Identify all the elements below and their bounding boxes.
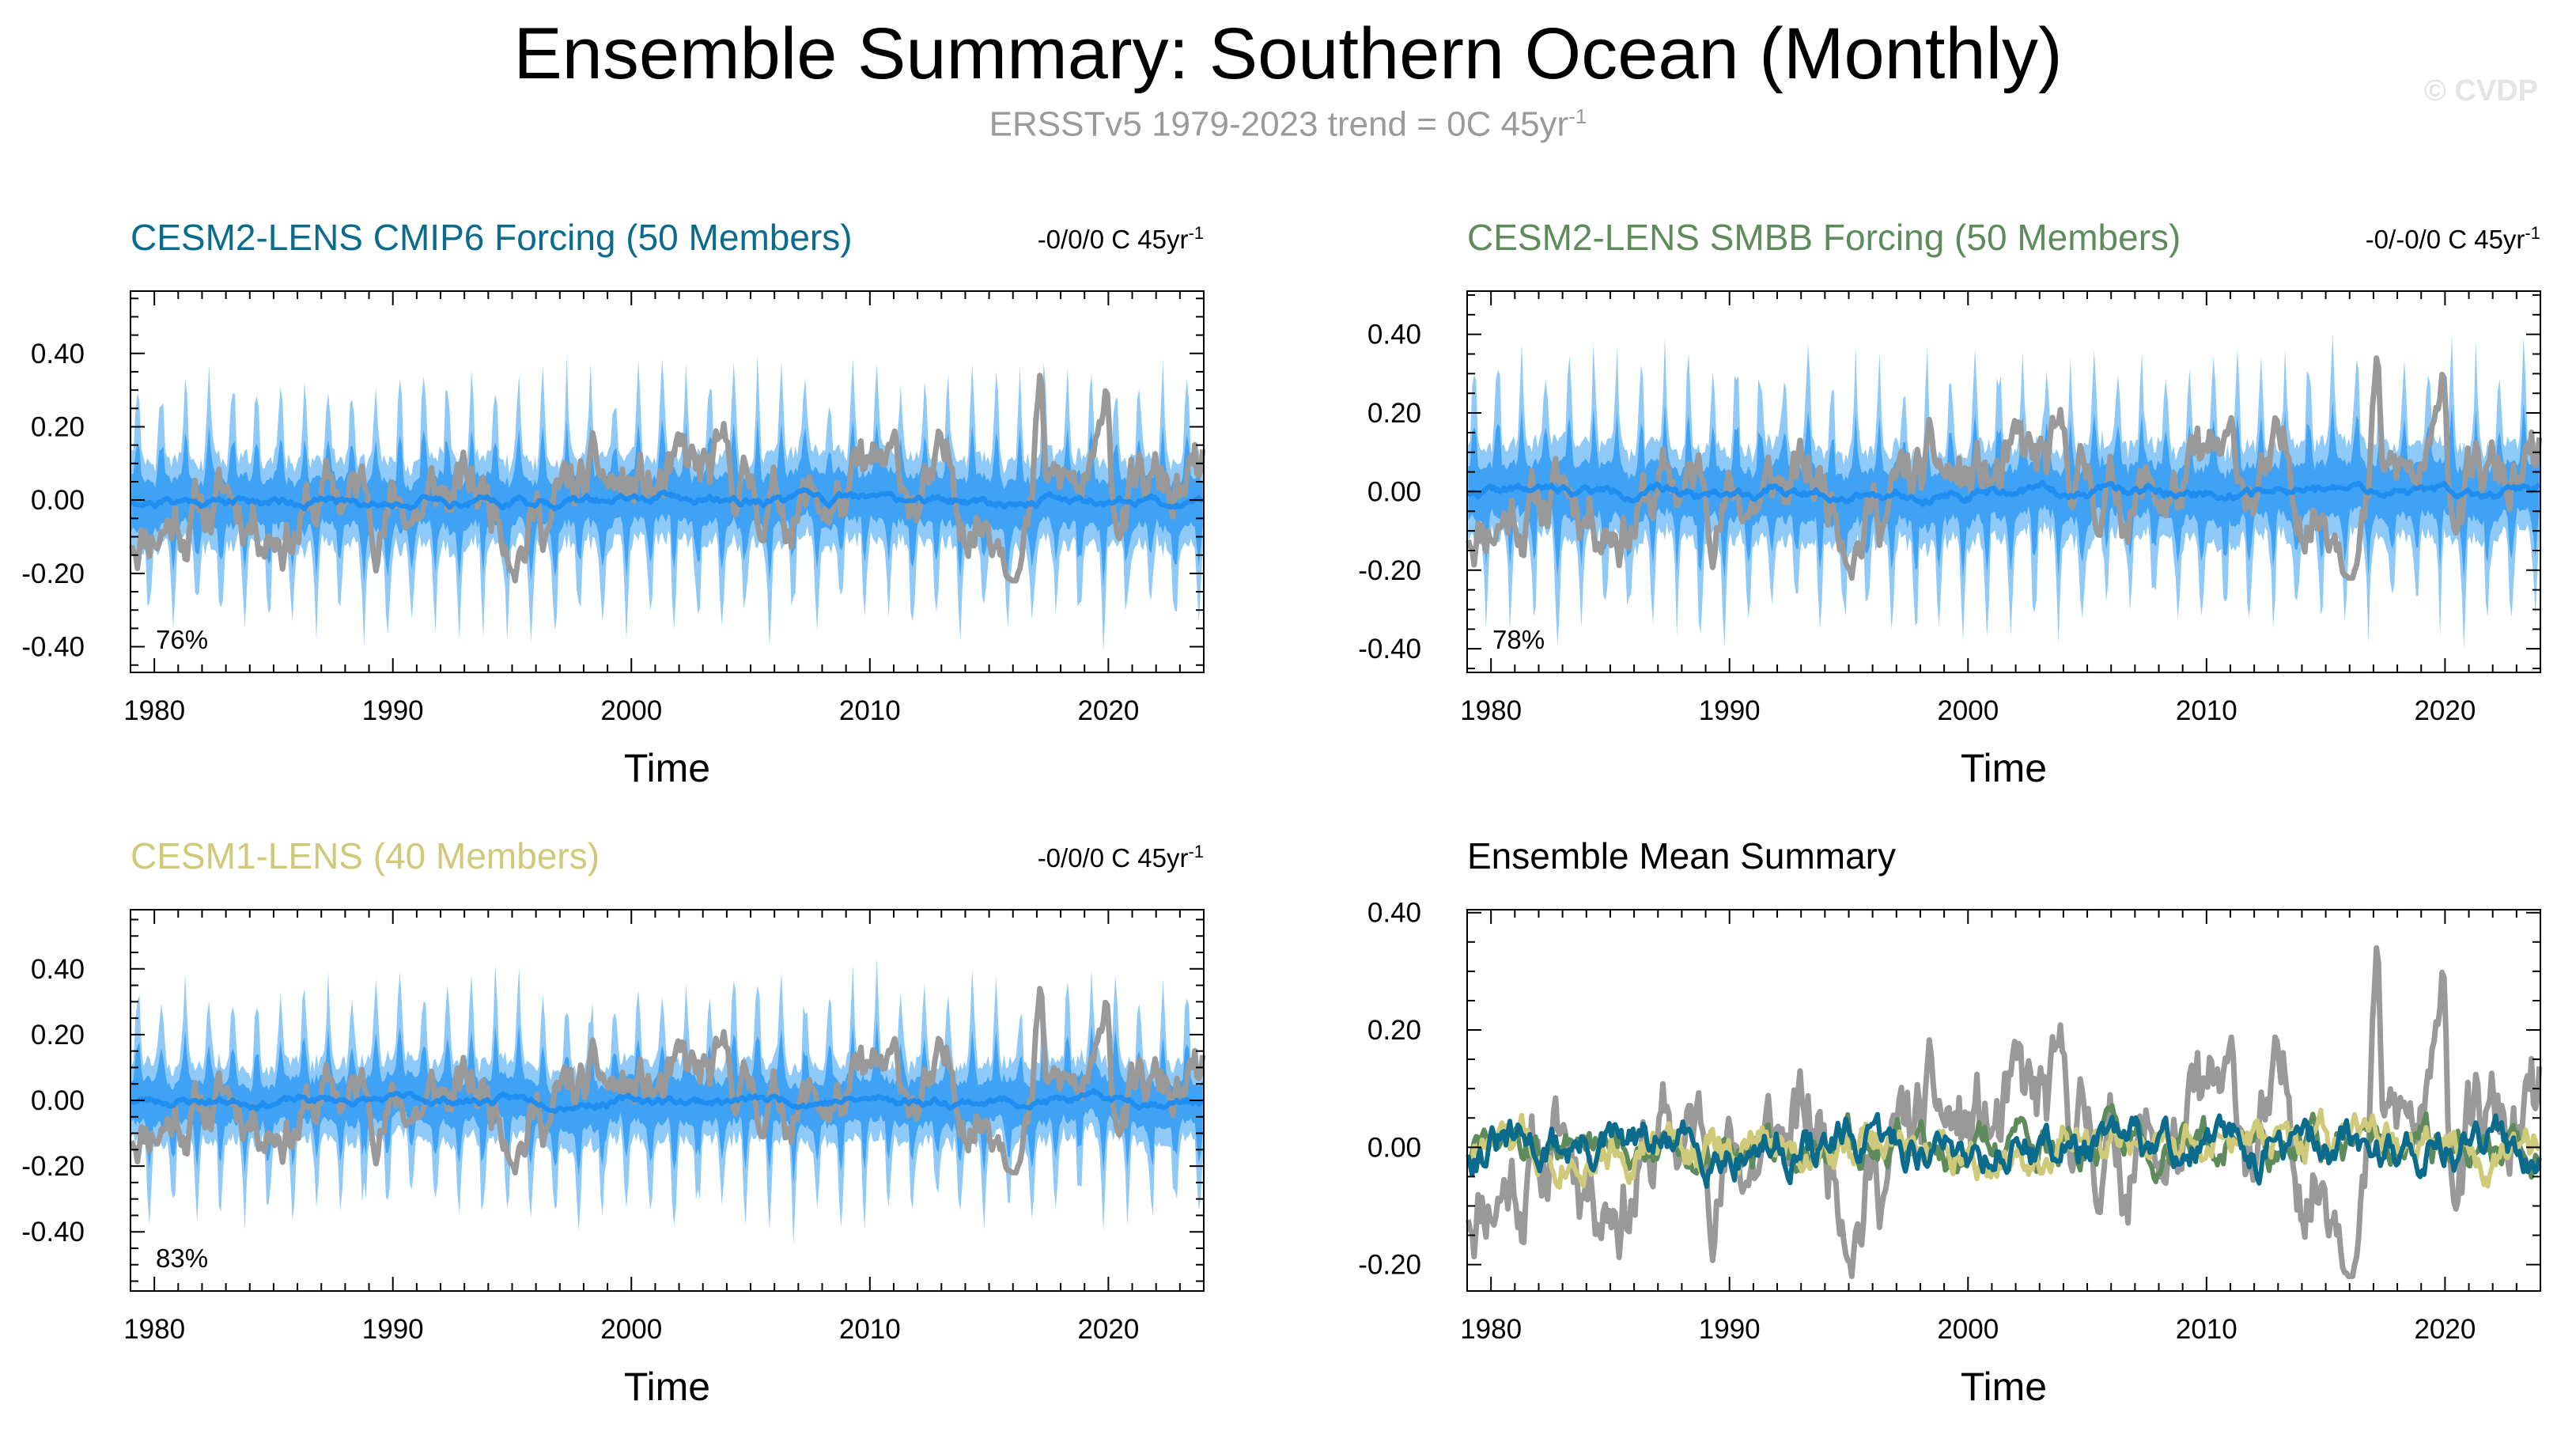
y-tick-label: -0.20 — [1358, 1250, 1421, 1281]
x-tick-label: 2020 — [1077, 1314, 1139, 1345]
x-tick-label: 2010 — [839, 1314, 901, 1345]
figure-subtitle: ERSSTv5 1979-2023 trend = 0C 45yr-1 — [0, 104, 2576, 145]
trend-label: -0/0/0 C 45yr-1 — [1038, 842, 1204, 873]
y-tick-label: 0.20 — [1367, 1015, 1421, 1046]
x-tick-label: 1990 — [1699, 1314, 1761, 1345]
chart-title: Ensemble Mean Summary — [1467, 835, 1896, 876]
observations-line — [1465, 945, 2543, 1279]
x-tick-label: 1980 — [123, 695, 185, 726]
plot-frame — [1466, 290, 2541, 673]
trend-superscript: -1 — [1188, 223, 1204, 243]
y-tick-label: -0.20 — [21, 558, 85, 589]
x-tick-label: 1980 — [1460, 695, 1522, 726]
chart-cesm1: CESM1-LENS (40 Members) -0/0/0 C 45yr-1 83… — [21, 835, 1206, 1409]
chart-title: CESM2-LENS SMBB Forcing (50 Members) — [1467, 217, 2181, 258]
chart-cesm2-smbb: CESM2-LENS SMBB Forcing (50 Members) -0/-… — [1358, 217, 2543, 790]
y-tick-label: -0.20 — [21, 1151, 85, 1182]
x-axis-label: Time — [1961, 746, 2047, 790]
x-tick-label: 2000 — [600, 695, 662, 726]
x-tick-label: 1990 — [362, 695, 424, 726]
percent-label: 83% — [156, 1244, 208, 1273]
trend-superscript: -1 — [1188, 842, 1204, 861]
y-tick-label: 0.20 — [31, 1020, 85, 1051]
x-tick-label: 1980 — [123, 1314, 185, 1345]
x-tick-label: 2000 — [1937, 1314, 1999, 1345]
x-axis-label: Time — [624, 1365, 710, 1409]
x-tick-label: 1990 — [362, 1314, 424, 1345]
percent-label: 78% — [1492, 625, 1545, 654]
y-tick-label: 0.00 — [1367, 476, 1421, 507]
x-tick-label: 2010 — [2176, 695, 2237, 726]
trend-superscript: -1 — [2525, 223, 2540, 243]
y-tick-label: 0.40 — [1367, 320, 1421, 350]
y-tick-label: 0.20 — [31, 411, 85, 442]
ensemble-mean-line-31 — [1466, 1111, 2542, 1189]
y-tick-label: 0.40 — [31, 339, 85, 369]
y-tick-label: -0.40 — [21, 1217, 85, 1247]
figure-title: Ensemble Summary: Southern Ocean (Monthl… — [513, 13, 2063, 94]
y-tick-label: -0.40 — [1358, 634, 1421, 664]
x-tick-label: 1990 — [1699, 695, 1761, 726]
x-axis-label: Time — [1961, 1365, 2047, 1409]
ensemble-mean-line — [130, 486, 1204, 512]
cvdp-watermark: © CVDP — [2423, 74, 2538, 108]
y-tick-label: -0.40 — [21, 632, 85, 663]
chart-title: CESM2-LENS CMIP6 Forcing (50 Members) — [131, 217, 853, 258]
y-tick-label: 0.00 — [31, 1085, 85, 1116]
chart-title: CESM1-LENS (40 Members) — [131, 835, 600, 876]
y-tick-label: -0.20 — [1358, 555, 1421, 586]
x-tick-label: 2000 — [1937, 695, 1999, 726]
x-tick-label: 2020 — [2414, 1314, 2476, 1345]
x-axis-label: Time — [624, 746, 710, 790]
y-tick-label: 0.00 — [31, 485, 85, 516]
y-tick-label: 0.40 — [1367, 898, 1421, 929]
x-tick-label: 2000 — [600, 1314, 662, 1345]
y-tick-label: 0.00 — [1367, 1132, 1421, 1163]
plot-frame — [1466, 909, 2541, 1292]
subtitle-text: ERSSTv5 1979-2023 trend = 0C 45yr — [989, 104, 1569, 144]
x-tick-label: 1980 — [1460, 1314, 1522, 1345]
percent-label: 76% — [156, 625, 208, 654]
ensemble-mean-line — [1466, 479, 2540, 507]
chart-cesm2-cmip6: CESM2-LENS CMIP6 Forcing (50 Members) -0/… — [21, 217, 1206, 790]
chart-ensemble-mean-summary: Ensemble Mean Summary -0.20 0.00 0.20 0.40 19… — [1358, 835, 2543, 1409]
x-tick-label: 2010 — [2176, 1314, 2237, 1345]
x-tick-label: 2020 — [2414, 695, 2476, 726]
y-tick-label: 0.20 — [1367, 398, 1421, 429]
trend-label: -0/0/0 C 45yr-1 — [1038, 223, 1204, 255]
y-tick-label: 0.40 — [31, 954, 85, 985]
trend-label: -0/-0/0 C 45yr-1 — [2366, 223, 2540, 255]
ensemble-inner-band — [131, 418, 1203, 586]
subtitle-superscript: -1 — [1568, 104, 1587, 128]
ensemble-mean-line — [131, 1088, 1205, 1115]
x-tick-label: 2010 — [839, 695, 901, 726]
x-tick-label: 2020 — [1077, 695, 1139, 726]
